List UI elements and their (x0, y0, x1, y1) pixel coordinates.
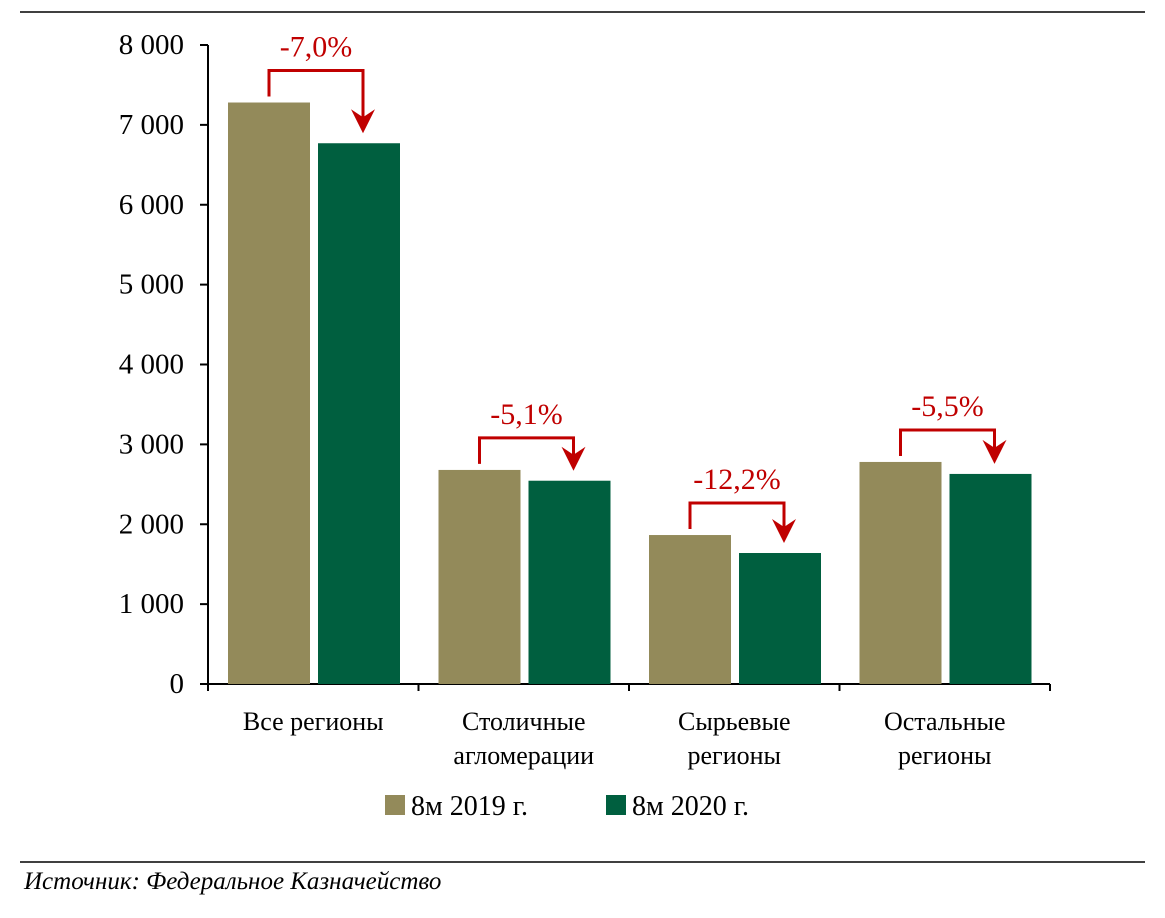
source-note: Источник: Федеральное Казначейство (24, 868, 442, 895)
bar-2019 (438, 469, 521, 684)
y-tick-label: 8 000 (119, 29, 184, 61)
arrow-down-icon (772, 519, 796, 544)
annotation-bracket (688, 501, 786, 532)
x-category-label: Остальные (884, 707, 1006, 736)
legend-2019-swatch (385, 795, 405, 815)
y-tick-label: 7 000 (119, 109, 184, 141)
change-label: -5,5% (911, 390, 983, 423)
x-category-label: Все регионы (243, 707, 384, 736)
change-label: -7,0% (280, 31, 352, 64)
bar-2020 (318, 143, 400, 685)
x-category-label: регионы (687, 741, 781, 770)
y-tick-label: 4 000 (119, 349, 184, 381)
arrow-down-icon (982, 439, 1007, 464)
x-category-label: Столичные (462, 707, 586, 736)
y-tick-label: 3 000 (119, 428, 184, 460)
y-tick-label: 5 000 (119, 269, 184, 301)
annotation-bracket (899, 428, 996, 456)
y-tick-label: 1 000 (119, 588, 184, 620)
bar-2020 (949, 473, 1032, 684)
annotation-bracket (267, 69, 365, 122)
legend-2020-label: 8м 2020 г. (632, 791, 749, 822)
bar-2019 (228, 102, 310, 684)
bar-2019 (859, 461, 942, 684)
arrow-down-icon (561, 446, 586, 471)
y-tick-label: 0 (170, 668, 185, 700)
legend-2020-swatch (606, 795, 626, 815)
bar-2020 (528, 480, 611, 684)
arrow-down-icon (351, 109, 375, 134)
annotation-bracket (478, 436, 575, 464)
change-label: -12,2% (693, 463, 780, 496)
change-label: -5,1% (490, 398, 562, 431)
x-category-label: агломерации (453, 741, 594, 770)
x-category-label: регионы (898, 741, 992, 770)
y-tick-label: 6 000 (119, 189, 184, 221)
x-category-label: Сырьевые (678, 707, 791, 736)
bar-2020 (739, 553, 821, 684)
bar-2019 (649, 535, 731, 684)
y-tick-label: 2 000 (119, 508, 184, 540)
legend-2019-label: 8м 2019 г. (411, 791, 528, 822)
